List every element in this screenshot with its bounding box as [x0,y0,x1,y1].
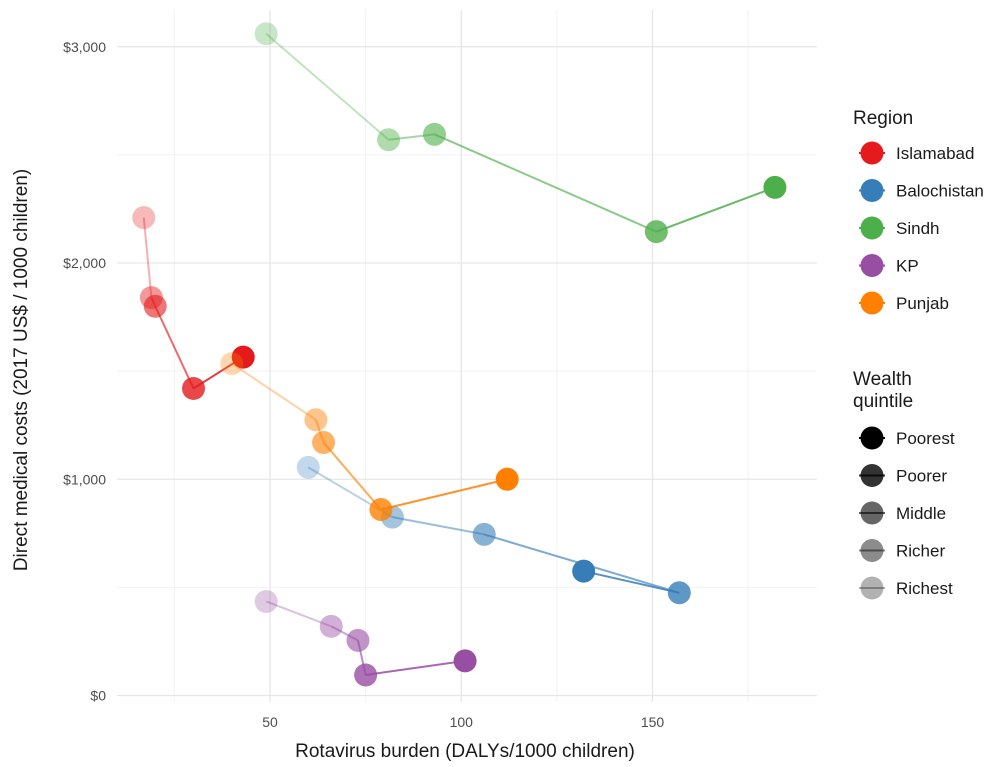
legend-entry: Sindh [859,216,939,240]
series-kp [254,589,477,687]
legend-title-line: Wealth [853,369,912,390]
series-line-segment [434,133,657,233]
data-point-islamabad-poorest [231,345,255,369]
data-point-kp-richest [254,589,278,613]
series-line-segment [322,441,382,511]
y-tick-label: $2,000 [63,255,106,271]
x-axis-tick-labels: 50 100 150 [262,714,664,730]
data-point-islamabad-richest [132,206,156,230]
data-point-sindh-poorest [763,175,787,199]
minor-gridlines [117,10,817,702]
legend-label: KP [896,257,919,276]
data-point-punjab-richest [220,352,244,376]
legend-key-dot [860,464,884,487]
x-tick-label: 100 [450,714,474,730]
x-axis-title: Rotavirus burden (DALYs/1000 children) [295,741,635,762]
legend-key-dot [860,254,884,277]
data-point-punjab-richer [304,408,328,432]
legend-label: Middle [896,504,946,523]
legend-label: Poorest [896,429,955,448]
legend-title-wealth: Wealth quintile [853,369,913,412]
data-point-punjab-poorer [369,498,393,522]
legend-entry: Middle [859,501,946,525]
data-point-kp-poorer [354,663,378,687]
legend-key-dot [860,179,884,202]
series-islamabad [132,206,255,400]
data-point-sindh-richest [254,22,278,46]
series-layer [132,22,787,687]
legend-entry: Richest [859,576,953,600]
legend-label: Richer [896,542,945,561]
legend-label: Punjab [896,294,949,313]
data-point-sindh-poorer [644,220,668,244]
y-tick-label: $0 [90,688,106,704]
legend-entry: KP [859,254,919,277]
legend-entry: Balochistan [859,179,984,202]
legend: Region Islamabad Balochistan Sindh KP Punjab W… [853,108,984,600]
legend-entry: Poorest [859,426,955,450]
legend-label: Poorer [896,467,947,486]
series-punjab [220,352,519,522]
series-line-segment [154,305,195,389]
series-line-segment [231,362,317,421]
data-point-islamabad-middle [143,294,167,318]
series-line-segment [365,659,466,676]
y-tick-label: $1,000 [63,471,106,487]
legend-key-dot [860,426,884,450]
y-axis-tick-labels: $0 $1,000 $2,000 $3,000 [63,39,106,704]
legend-label: Sindh [896,219,939,238]
legend-entry: Richer [859,539,945,562]
series-sindh [254,22,787,244]
data-point-balochistan-richest [296,455,320,479]
data-point-balochistan-poorest [572,559,596,583]
data-point-balochistan-middle [472,522,496,546]
legend-entry: Punjab [859,291,949,315]
series-line-segment [392,516,485,536]
data-point-sindh-richer [377,128,401,152]
series-line-segment [265,33,390,141]
series-line-segment [380,478,508,511]
legend-key-dot [860,576,884,600]
legend-label: Balochistan [896,182,984,201]
data-point-punjab-poorest [495,467,519,491]
legend-key-dot [860,501,884,525]
legend-label: Richest [896,579,953,598]
x-tick-label: 150 [641,714,665,730]
legend-key-dot [860,539,884,562]
legend-entry: Poorer [859,464,947,487]
series-line-segment [265,600,332,628]
data-point-islamabad-poorer [182,376,206,400]
y-tick-label: $3,000 [63,39,106,55]
data-point-sindh-middle [422,122,446,146]
legend-entry: Islamabad [859,141,974,165]
y-axis-title: Direct medical costs (2017 US$ / 1000 ch… [11,169,32,571]
legend-label: Islamabad [896,144,974,163]
series-line-segment [583,570,680,594]
data-point-kp-richer [319,614,343,638]
legend-key-dot [860,216,884,240]
series-line-segment [142,217,153,298]
legend-key-dot [860,291,884,315]
data-point-kp-middle [346,628,370,652]
legend-title-region: Region [853,108,913,129]
data-point-balochistan-poorer [667,581,691,605]
data-point-kp-poorest [453,649,477,673]
data-point-punjab-middle [312,431,336,454]
x-tick-label: 50 [262,714,278,730]
legend-key-dot [860,141,884,165]
series-line-segment [655,186,776,233]
legend-title-line: quintile [853,391,913,412]
